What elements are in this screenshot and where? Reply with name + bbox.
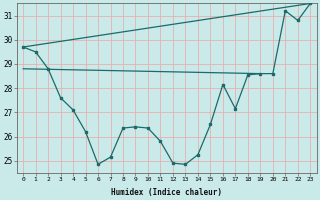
X-axis label: Humidex (Indice chaleur): Humidex (Indice chaleur)	[111, 188, 222, 197]
